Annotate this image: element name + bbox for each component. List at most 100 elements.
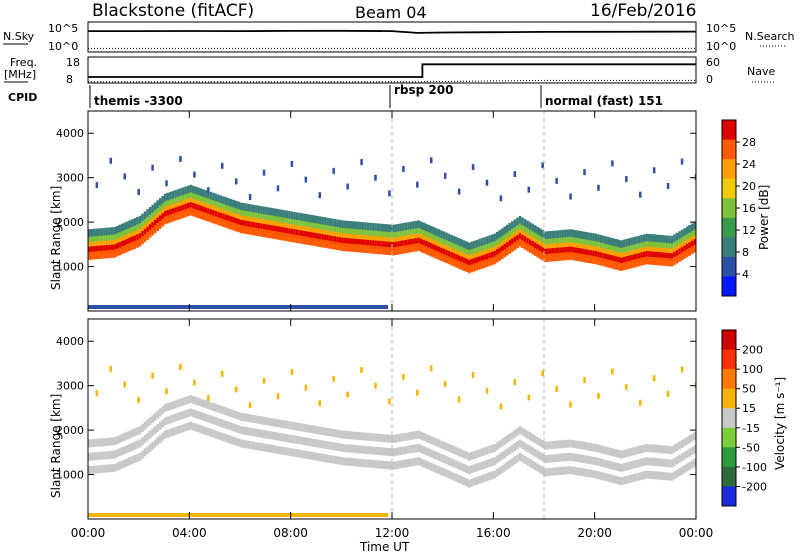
band-cell — [551, 253, 555, 262]
band-cell — [485, 236, 489, 245]
band-cell — [326, 454, 329, 463]
scatter-cell — [179, 363, 182, 370]
band-cell — [186, 198, 190, 207]
band-cell — [632, 460, 636, 469]
band-cell — [247, 221, 251, 230]
band-cell — [640, 458, 643, 467]
band-cell — [207, 401, 210, 410]
band-cell — [374, 433, 377, 442]
band-cell — [582, 239, 585, 247]
band-cell — [374, 223, 377, 232]
band-cell — [328, 235, 332, 244]
band-cell — [161, 213, 165, 222]
band-cell — [407, 459, 410, 467]
band-cell — [538, 465, 542, 474]
scatter-cell — [597, 392, 600, 399]
scatter-cell — [262, 377, 266, 384]
band-cell — [189, 192, 192, 201]
band-cell — [645, 241, 648, 250]
band-cell — [156, 217, 159, 226]
scatter-cell — [499, 195, 503, 202]
band-cell — [450, 234, 453, 243]
band-cell — [275, 226, 279, 235]
band-cell — [158, 421, 162, 430]
band-cell — [176, 202, 180, 211]
band-cell — [100, 245, 104, 254]
band-cell — [260, 429, 263, 438]
band-cell — [478, 239, 481, 247]
band-cell — [108, 244, 111, 253]
band-cell — [308, 424, 311, 433]
scatter-cell — [443, 172, 447, 179]
band-cell — [202, 426, 205, 435]
band-cell — [348, 238, 352, 247]
band-cell — [381, 236, 385, 245]
scatter-cell — [499, 403, 503, 410]
band-cell — [450, 252, 453, 261]
band-cell — [404, 222, 408, 231]
band-cell — [290, 234, 294, 243]
band-cell — [693, 432, 696, 441]
band-cell — [483, 250, 486, 259]
band-cell — [90, 452, 94, 461]
band-cell — [430, 248, 433, 257]
band-cell — [594, 256, 598, 265]
band-cell — [485, 459, 489, 468]
band-cell — [556, 237, 560, 246]
band-cell — [250, 211, 253, 220]
band-cell — [217, 207, 220, 216]
band-cell — [298, 225, 301, 234]
band-cell — [278, 419, 281, 428]
band-cell — [240, 412, 243, 421]
band-cell — [386, 231, 390, 240]
band-cell — [128, 233, 132, 242]
band-cell — [227, 215, 230, 224]
band-cell — [576, 243, 580, 252]
band-cell — [658, 247, 661, 256]
band-cell — [310, 451, 314, 460]
band-cell — [640, 235, 643, 243]
band-cell — [161, 203, 165, 212]
band-cell — [528, 432, 532, 441]
band-cell — [123, 459, 127, 468]
band-cell — [126, 238, 129, 247]
band-cell — [148, 417, 152, 426]
band-cell — [240, 202, 243, 211]
band-cell — [609, 260, 613, 269]
band-cell — [95, 228, 99, 237]
band-cell — [493, 256, 496, 265]
band-cell — [250, 217, 253, 226]
band-cell — [237, 438, 241, 447]
band-cell — [673, 471, 676, 480]
band-cell — [627, 261, 631, 269]
band-cell — [100, 228, 104, 237]
band-cell — [338, 242, 342, 251]
band-cell — [622, 463, 626, 472]
scatter-cell — [374, 174, 377, 181]
band-cell — [298, 423, 301, 431]
band-cell — [640, 471, 643, 480]
band-cell — [275, 221, 279, 230]
band-cell — [513, 219, 517, 228]
band-cell — [351, 243, 355, 252]
band-cell — [328, 231, 332, 239]
band-cell — [272, 231, 276, 239]
band-cell — [376, 223, 380, 232]
band-cell — [668, 253, 671, 261]
band-cell — [293, 229, 296, 238]
band-cell — [275, 445, 279, 454]
band-cell — [295, 225, 299, 234]
band-cell — [690, 460, 694, 469]
band-cell — [620, 247, 623, 256]
band-cell — [521, 427, 524, 436]
band-cell — [143, 219, 147, 227]
band-cell — [359, 229, 362, 238]
band-cell — [402, 223, 405, 231]
band-cell — [422, 222, 425, 231]
colorbar-swatch — [722, 466, 736, 487]
band-cell — [348, 228, 352, 237]
band-cell — [138, 233, 142, 242]
band-cell — [242, 439, 246, 448]
band-cell — [366, 446, 370, 455]
band-cell — [202, 206, 205, 215]
